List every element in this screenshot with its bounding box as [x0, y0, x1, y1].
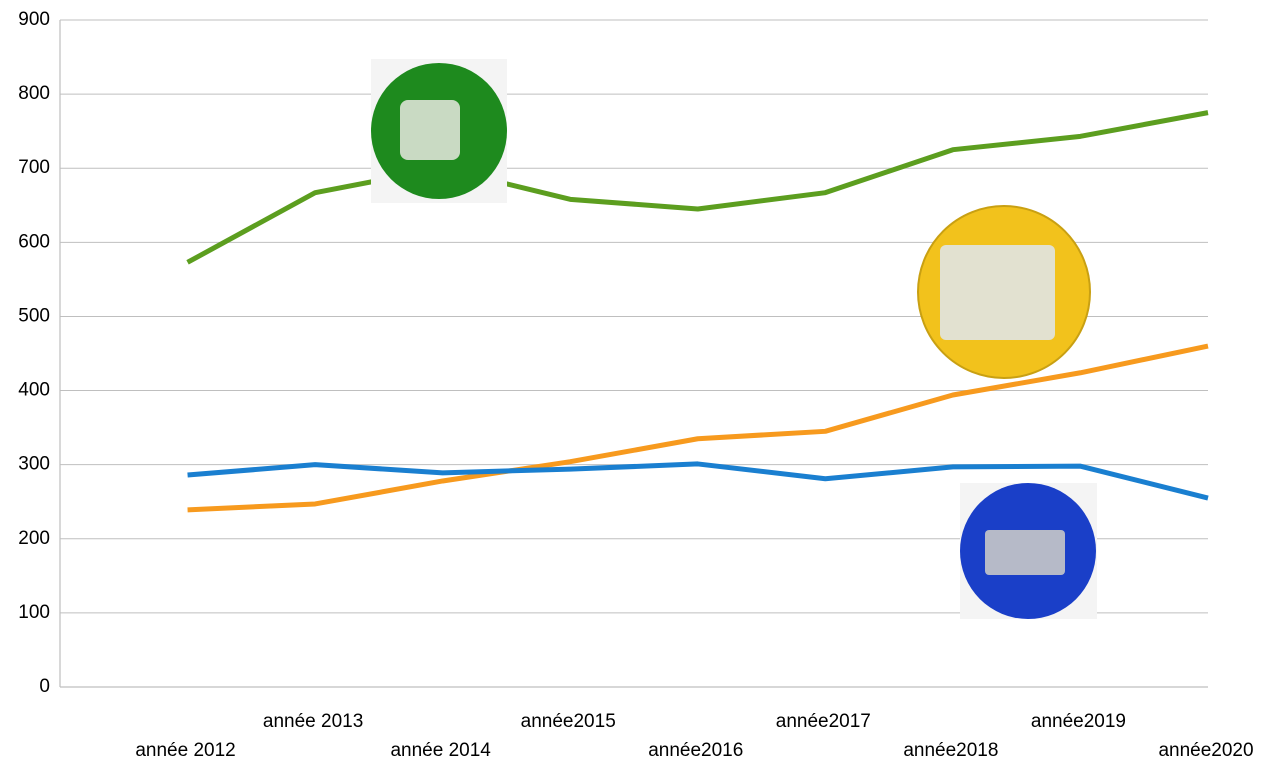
x-tick-label: année 2014 — [390, 740, 491, 761]
x-tick-label: année2017 — [776, 711, 871, 732]
y-tick-label: 200 — [18, 528, 50, 549]
x-tick-label: année2016 — [648, 740, 743, 761]
decorations — [371, 59, 1097, 619]
y-tick-label: 600 — [18, 231, 50, 252]
x-tick-label: année2018 — [903, 740, 998, 761]
y-tick-label: 100 — [18, 602, 50, 623]
y-tick-label: 300 — [18, 454, 50, 475]
paper-items — [985, 530, 1065, 575]
x-tick-label: année2020 — [1158, 740, 1253, 761]
x-tick-label: année2019 — [1031, 711, 1126, 732]
y-tick-label: 0 — [39, 676, 50, 697]
y-tick-label: 700 — [18, 157, 50, 178]
x-tick-label: année2015 — [521, 711, 616, 732]
series-line — [187, 343, 1209, 513]
glass-items — [400, 100, 460, 160]
y-tick-label: 800 — [18, 83, 50, 104]
x-tick-label: année 2013 — [263, 711, 363, 732]
y-tick-label: 900 — [18, 9, 50, 30]
plot: 0 100 200 300 400 500 600 700 800 900 année 2012 an… — [18, 9, 1253, 761]
series-line — [186, 110, 1209, 265]
y-tick-label: 500 — [18, 305, 50, 326]
x-tick-label: année 2012 — [135, 740, 235, 761]
plastic-items — [940, 245, 1055, 340]
y-tick-label: 400 — [18, 380, 50, 401]
series-line — [187, 461, 1209, 501]
